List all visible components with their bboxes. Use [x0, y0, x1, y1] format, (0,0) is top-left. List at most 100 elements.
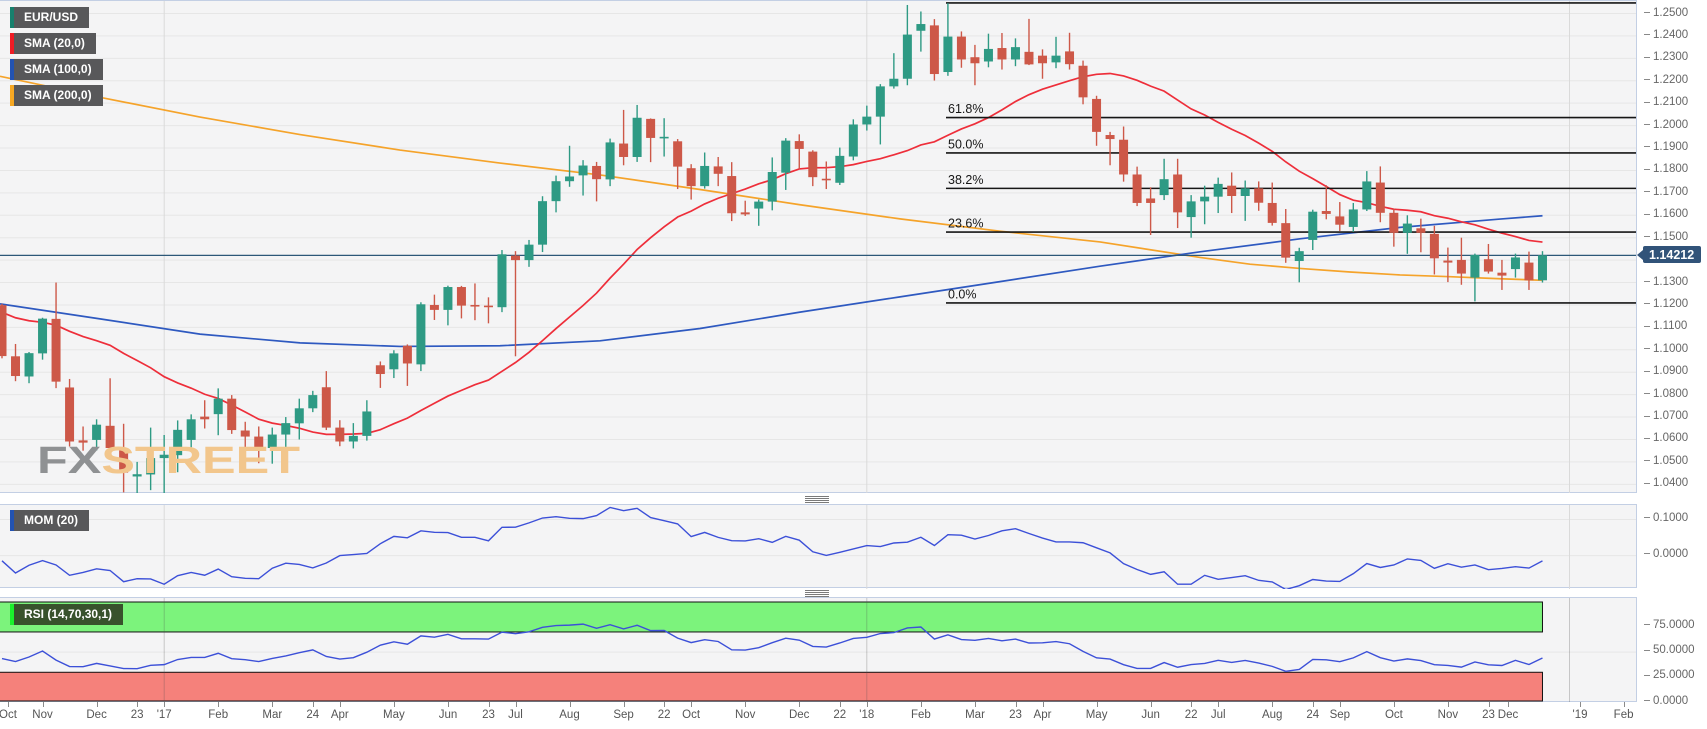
candle[interactable] [754, 199, 764, 226]
candle[interactable] [578, 160, 588, 196]
candle[interactable] [335, 420, 345, 447]
candle[interactable] [1308, 209, 1318, 251]
candle[interactable] [267, 427, 277, 464]
candle[interactable] [1132, 166, 1142, 207]
candle[interactable] [348, 423, 358, 449]
candle[interactable] [389, 350, 399, 379]
rsi-panel[interactable] [0, 597, 1637, 703]
candle[interactable] [1483, 243, 1493, 274]
candle[interactable] [1416, 218, 1426, 253]
panel-divider-2[interactable] [0, 589, 1707, 597]
divider-grip-icon[interactable] [805, 495, 829, 503]
candle[interactable] [65, 378, 75, 447]
legend-rsi[interactable]: RSI (14,70,30,1) [10, 604, 124, 625]
legend-sma100[interactable]: SMA (100,0) [10, 59, 103, 80]
candle[interactable] [943, 3, 953, 76]
candle[interactable] [186, 414, 196, 448]
candle[interactable] [1227, 172, 1237, 214]
candle[interactable] [1051, 36, 1061, 69]
candle[interactable] [402, 344, 412, 386]
divider-grip-icon[interactable] [805, 589, 829, 597]
candle[interactable] [916, 11, 926, 52]
candle[interactable] [1362, 171, 1372, 212]
candle[interactable] [1010, 38, 1020, 67]
candle[interactable] [1510, 253, 1520, 278]
candle[interactable] [240, 421, 250, 458]
candle[interactable] [700, 152, 710, 189]
candle[interactable] [1173, 158, 1183, 229]
candle[interactable] [173, 420, 183, 473]
candle[interactable] [1092, 95, 1102, 146]
candle[interactable] [970, 44, 980, 86]
candle[interactable] [781, 138, 791, 190]
candle[interactable] [659, 118, 669, 157]
candle[interactable] [1335, 202, 1345, 231]
candle[interactable] [1321, 185, 1331, 220]
candle[interactable] [1348, 202, 1358, 232]
candle[interactable] [1402, 215, 1412, 254]
candle[interactable] [686, 164, 696, 200]
candle[interactable] [429, 294, 439, 320]
candle[interactable] [713, 156, 723, 187]
candle[interactable] [24, 352, 34, 384]
candle[interactable] [767, 157, 777, 211]
candle[interactable] [470, 283, 480, 321]
candle[interactable] [983, 33, 993, 68]
legend-instrument[interactable]: EUR/USD [10, 7, 90, 28]
candle[interactable] [1267, 182, 1277, 226]
candle[interactable] [456, 285, 466, 319]
candle[interactable] [565, 145, 575, 187]
candle[interactable] [1537, 251, 1547, 283]
candle[interactable] [254, 426, 264, 464]
candle[interactable] [1065, 32, 1075, 70]
candle[interactable] [483, 297, 493, 324]
candle[interactable] [875, 84, 885, 145]
candle[interactable] [1200, 185, 1210, 225]
candle[interactable] [281, 417, 291, 457]
candle[interactable] [497, 250, 507, 313]
main-price-panel[interactable]: 61.8% 50.0% 38.2% 23.6% 0.0% [0, 0, 1637, 493]
candle[interactable] [727, 162, 737, 222]
candle[interactable] [1159, 158, 1169, 201]
candle[interactable] [321, 371, 331, 431]
candle[interactable] [1443, 247, 1453, 283]
candle[interactable] [200, 400, 210, 429]
candle[interactable] [1146, 187, 1156, 236]
candle[interactable] [1186, 195, 1196, 238]
candle[interactable] [646, 118, 656, 163]
legend-sma200[interactable]: SMA (200,0) [10, 85, 103, 106]
candle[interactable] [416, 302, 426, 372]
candle[interactable] [889, 53, 899, 89]
candle[interactable] [1456, 237, 1466, 285]
candle[interactable] [619, 109, 629, 166]
candle[interactable] [605, 138, 615, 187]
candle[interactable] [510, 251, 520, 357]
candle[interactable] [1119, 126, 1129, 182]
candle[interactable] [132, 461, 142, 493]
candle[interactable] [308, 390, 318, 413]
candle[interactable] [1281, 209, 1291, 263]
candle[interactable] [592, 161, 602, 202]
legend-mom[interactable]: MOM (20) [10, 510, 89, 531]
candle[interactable] [92, 419, 102, 451]
candle[interactable] [1038, 49, 1048, 79]
candle[interactable] [632, 104, 642, 162]
candle[interactable] [78, 426, 88, 451]
candle[interactable] [159, 434, 169, 493]
candle[interactable] [956, 31, 966, 68]
candle[interactable] [1429, 225, 1439, 275]
candle[interactable] [1294, 247, 1304, 283]
candle[interactable] [794, 134, 804, 169]
candle[interactable] [848, 119, 858, 161]
candle[interactable] [551, 175, 561, 213]
candle[interactable] [1524, 251, 1534, 290]
candle[interactable] [1254, 181, 1264, 211]
legend-sma20[interactable]: SMA (20,0) [10, 33, 96, 54]
candle[interactable] [902, 4, 912, 86]
candle[interactable] [51, 282, 61, 389]
candle[interactable] [11, 343, 21, 382]
candle[interactable] [146, 427, 156, 491]
candle[interactable] [524, 239, 534, 267]
candle[interactable] [443, 285, 453, 326]
candle[interactable] [38, 317, 48, 360]
